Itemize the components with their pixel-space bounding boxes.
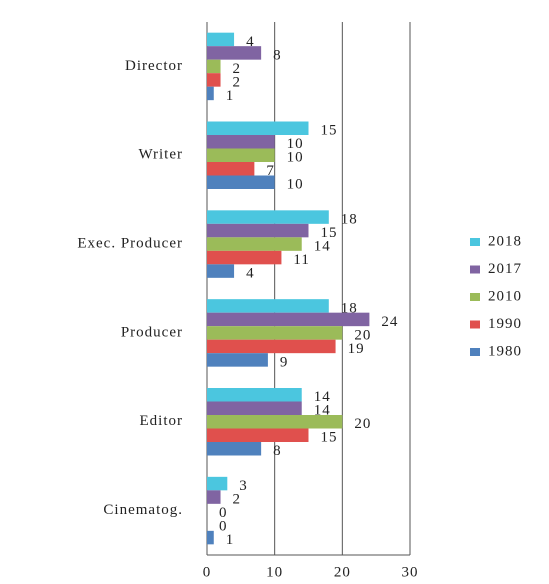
data-label: 18 [341,300,358,316]
data-label: 9 [280,354,289,370]
legend-label: 1990 [488,316,522,332]
bar [207,388,302,402]
bar [207,210,329,224]
legend-label: 2010 [488,288,522,304]
data-label: 0 [219,519,228,535]
x-tick-label: 10 [266,564,283,579]
bar [207,148,275,162]
legend-swatch [470,238,480,246]
data-label: 8 [273,443,282,459]
bar [207,339,336,354]
bar [207,299,329,313]
legend-swatch [470,293,480,301]
bar [207,490,221,504]
data-label: 15 [321,225,338,241]
y-tick-label: Cinematog. [103,502,183,518]
bar [207,59,221,74]
y-tick-label: Editor [140,413,184,429]
legend-label: 1980 [488,343,522,359]
data-label: 7 [266,163,275,179]
data-label: 2 [233,492,242,508]
bar [207,223,309,238]
y-tick-label: Director [125,58,183,74]
legend-swatch [470,348,480,356]
data-label: 11 [293,252,309,268]
y-tick-label: Writer [138,147,183,163]
bar [207,530,214,545]
bar [207,264,235,278]
data-label: 14 [314,403,331,419]
bar [207,428,309,442]
data-label: 10 [287,136,304,152]
bar [207,162,255,176]
bar [207,121,309,135]
bar [207,250,282,265]
data-label: 0 [219,505,228,521]
bar [207,326,343,340]
data-label: 2 [233,74,242,90]
bar [207,415,343,429]
bar [207,32,235,47]
legend-label: 2017 [488,261,522,277]
x-tick-label: 20 [334,564,351,579]
legend-label: 2018 [488,233,522,249]
data-label: 4 [246,266,255,282]
legend-swatch [470,265,480,274]
data-label: 20 [354,416,371,432]
bar [207,353,268,367]
data-label: 14 [314,389,331,405]
data-label: 4 [246,34,255,50]
y-tick-label: Exec. Producer [77,236,183,252]
data-label: 19 [348,341,365,357]
data-label: 15 [321,430,338,446]
bar [207,312,370,327]
data-label: 10 [287,150,304,166]
y-tick-label: Producer [121,324,183,340]
data-label: 3 [239,478,248,494]
bar [207,476,228,491]
data-label: 14 [314,239,331,255]
x-tick-label: 30 [402,564,419,579]
data-label: 1 [226,88,235,104]
data-label: 24 [381,314,398,330]
bar [207,135,275,149]
bar [207,86,214,101]
data-label: 8 [273,47,282,63]
data-label: 1 [226,532,235,548]
bar [207,175,275,189]
legend-swatch [470,320,480,329]
x-tick-label: 0 [203,564,212,579]
data-label: 10 [287,177,304,193]
data-label: 15 [321,123,338,139]
bar [207,237,302,251]
data-label: 18 [341,212,358,228]
data-label: 2 [233,61,242,77]
bar [207,442,262,456]
bar [207,73,221,87]
bar [207,46,262,60]
bar [207,401,302,415]
data-label: 20 [354,327,371,343]
